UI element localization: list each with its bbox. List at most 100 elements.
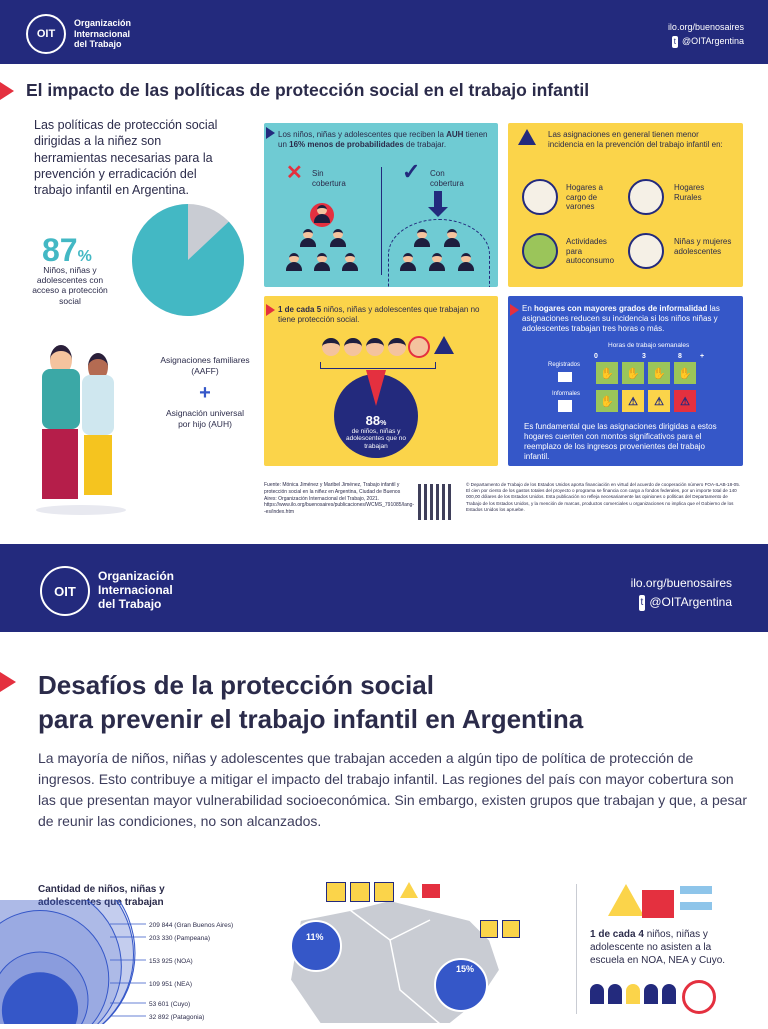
oit-logo: OIT Organización Internacional del Traba…	[40, 566, 174, 616]
auh-text-d: 16% menos de probabilidades	[289, 140, 404, 149]
bubble-label-5: 32 892 (Patagonia)	[149, 1014, 204, 1021]
coverage-pie-chart	[132, 204, 244, 316]
auh-text-a: Los niños, niñas y adolescentes que reci…	[278, 130, 447, 139]
cinco-text-a: 1 de cada 5	[278, 305, 322, 314]
check-icon: ✓	[402, 159, 421, 184]
cinco-caption: de niños, niñas y adolescentes que no tr…	[346, 428, 406, 450]
twitter-handle[interactable]: @OITArgentina	[649, 595, 732, 610]
nea-pie	[434, 958, 488, 1012]
person-icon	[342, 253, 358, 271]
chart-title: Cantidad de niños, niñas y adolescentes …	[38, 884, 165, 908]
map-icon-group-2	[480, 920, 540, 942]
warning-icon	[608, 884, 644, 916]
arrow-down-head-icon	[428, 207, 448, 217]
pie-percent-sign: %	[77, 248, 92, 265]
plus-icon: +	[199, 382, 211, 404]
twitter-icon: t	[638, 595, 646, 612]
person-icon	[414, 229, 430, 247]
argentina-map: 11% 15%	[280, 880, 530, 1025]
person-icon	[300, 229, 316, 247]
bubble-label-1: 203 330 (Pampeana)	[149, 935, 210, 942]
informalidad-panel: En hogares con mayores grados de informa…	[508, 296, 743, 466]
inf-footer: Es fundamental que las asignaciones diri…	[524, 422, 717, 461]
cell-hand-icon: ✋	[674, 362, 696, 384]
dashed-arc	[388, 219, 490, 287]
site-link[interactable]: ilo.org/buenosaires	[630, 576, 732, 590]
panel-marker-icon	[266, 304, 275, 316]
warning-icon	[434, 336, 454, 354]
panel-marker-icon	[510, 304, 519, 316]
bubble-5	[1, 972, 79, 1024]
working-children-bubble-chart: 209 844 (Gran Buenos Aires) 203 330 (Pamp…	[0, 900, 233, 1024]
girls-icon	[628, 233, 664, 269]
org-name-line2: Internacional	[74, 28, 131, 39]
title-marker-icon	[0, 82, 14, 100]
red-wedge-icon	[366, 370, 386, 406]
cinco-percent: 88	[365, 413, 381, 428]
row-registrados: Registrados	[548, 362, 581, 368]
asig-item-3: Niñas y mujeres adolescentes	[674, 237, 732, 256]
asig-text: Las asignaciones en general tienen menor…	[548, 130, 723, 149]
basket-icon	[522, 233, 558, 269]
auh-text-b: AUH	[446, 130, 464, 139]
tick-0: 0	[594, 353, 598, 360]
asig-item-1: Hogares Rurales	[674, 183, 705, 202]
child-face-icon	[322, 338, 340, 356]
bubble-label-4: 53 601 (Cuyo)	[149, 1001, 190, 1008]
child-face-icon	[344, 338, 362, 356]
site-link[interactable]: ilo.org/buenosaires	[667, 22, 744, 32]
male-household-icon	[522, 179, 558, 215]
twitter-icon: t	[671, 35, 678, 49]
cell-warning-red-icon: ⚠	[674, 390, 696, 412]
person-icon	[400, 253, 416, 271]
auh-label: Asignación universal por hijo (AUH)	[166, 408, 244, 429]
house-icon	[642, 890, 674, 918]
cell-hand-icon: ✋	[622, 362, 644, 384]
person-icon	[286, 253, 302, 271]
cinco-percent-sign: %	[380, 420, 387, 427]
aaff-label: Asignaciones familiares (AAFF)	[160, 355, 250, 376]
disclaimer-text: © Departamento de Trabajo de los Estados…	[466, 482, 741, 512]
cell-hand-icon: ✋	[596, 362, 618, 384]
page1-title: El impacto de las políticas de protecció…	[26, 80, 590, 100]
right-text-a: 1 de cada 4	[590, 929, 644, 940]
pie-slice-coverage	[132, 204, 244, 316]
person-icon	[314, 205, 330, 223]
arrow-down-icon	[434, 191, 442, 207]
org-name-line3: del Trabajo	[98, 596, 162, 611]
header-band-2: OIT Organización Internacional del Traba…	[0, 544, 768, 632]
row-informales: Informales	[552, 391, 581, 397]
argentina-flag-icon	[680, 886, 712, 910]
right-text-b: niños, niñas y adolescente no asisten a …	[590, 929, 726, 966]
cinco-text-b: niños, niñas y adolescentes que trabajan…	[278, 305, 480, 324]
person-icon	[330, 229, 346, 247]
header-band-1: OIT Organización Internacional del Traba…	[0, 0, 768, 64]
page2-intro: La mayoría de niños, niñas y adolescente…	[38, 750, 747, 829]
sin-label: Sin	[312, 169, 324, 178]
page1-intro: Las políticas de protección social dirig…	[34, 118, 218, 197]
cell-hand-icon: ✋	[596, 390, 618, 412]
source-text: Fuente: Mónica Jiménez y Maribel Jiménez…	[264, 482, 415, 515]
cell-warning-icon: ⚠	[622, 390, 644, 412]
org-name-line1: Organización	[74, 18, 132, 29]
twitter-handle[interactable]: @OITArgentina	[682, 36, 744, 47]
inf-text-a: En	[522, 304, 535, 313]
alert-house-icon	[558, 400, 572, 412]
auh-panel: Los niños, niñas y adolescentes que reci…	[264, 123, 498, 287]
sin-label-2: cobertura	[312, 178, 346, 188]
auh-warning-icon	[266, 127, 275, 139]
cell-warning-icon: ⚠	[648, 390, 670, 412]
tick-1: 3	[642, 353, 646, 360]
rural-house-icon	[628, 179, 664, 215]
no-school-icon	[682, 980, 716, 1014]
map-pct-1: 11%	[306, 932, 324, 942]
pie-percent: 87	[42, 232, 78, 268]
pie-caption: Niños, niñas y adolescentes con acceso a…	[32, 265, 108, 306]
map-icon-group	[326, 882, 456, 904]
child-face-icon	[366, 338, 384, 356]
con-label-2: cobertura	[430, 178, 464, 188]
person-icon	[458, 253, 474, 271]
hours-title: Horas de trabajo semanales	[608, 342, 690, 349]
child-face-highlight-icon	[408, 336, 430, 358]
children-row-icon	[590, 984, 700, 1006]
